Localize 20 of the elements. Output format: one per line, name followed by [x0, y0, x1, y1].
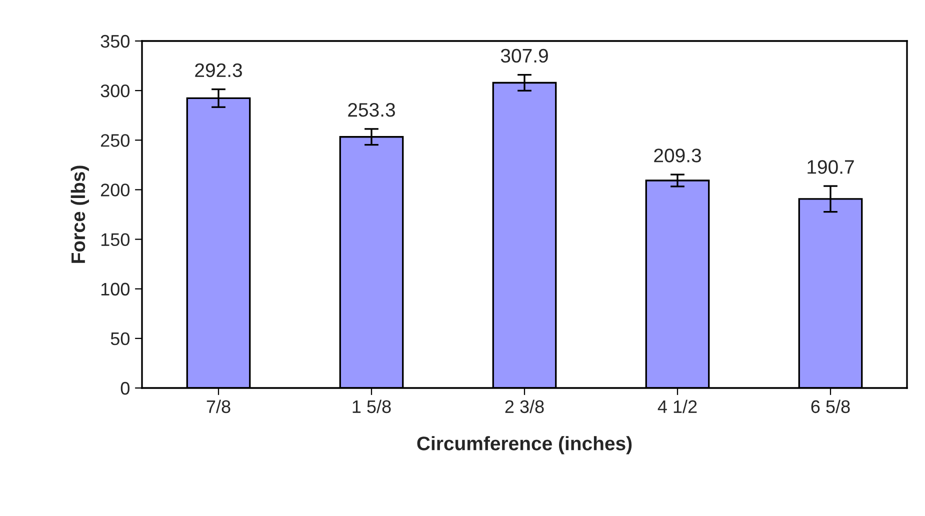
x-tick-label: 2 3/8	[505, 400, 544, 414]
data-label: 292.3	[195, 63, 242, 78]
y-tick-label: 350	[100, 34, 130, 48]
data-label: 307.9	[500, 48, 548, 63]
data-label: 209.3	[654, 148, 701, 162]
x-tick-label: 6 5/8	[811, 400, 850, 414]
y-tick-label: 200	[100, 184, 130, 196]
data-label: 190.7	[808, 160, 854, 174]
data-label: 253.3	[348, 102, 395, 117]
x-tick-label: 4 1/2	[658, 400, 697, 414]
y-axis-title: Force (lbs)	[70, 166, 89, 263]
y-tick-label: 100	[101, 282, 130, 296]
x-tick-label: 1 5/8	[352, 400, 391, 414]
x-axis-title: Circumference (inches)	[417, 436, 632, 454]
y-tick-label: 0	[120, 382, 130, 395]
y-tick-label: 300	[100, 84, 130, 98]
y-tick-label: 150	[101, 233, 130, 246]
y-tick-label: 250	[100, 134, 130, 147]
y-tick-label: 50	[110, 332, 130, 346]
x-tick-label: 7/8	[206, 400, 230, 414]
